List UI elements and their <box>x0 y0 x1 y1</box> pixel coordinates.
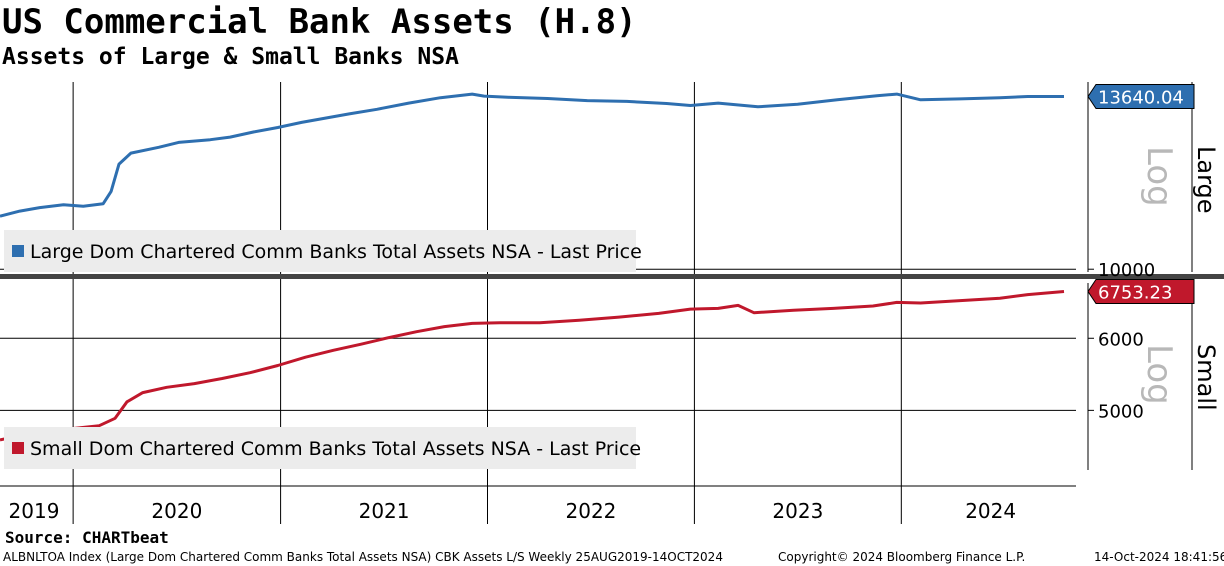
series-line-small <box>0 290 1065 442</box>
y-tick-label: 10000 <box>1098 260 1155 281</box>
x-tick-label: 2020 <box>151 499 202 523</box>
footer-index-description: ALBNLTOA Index (Large Dom Chartered Comm… <box>3 550 723 564</box>
price-tag-label: 13640.04 <box>1098 87 1184 108</box>
legend-label: Large Dom Chartered Comm Banks Total Ass… <box>30 241 642 263</box>
x-tick-label: 2024 <box>965 499 1016 523</box>
footer-timestamp: 14-Oct-2024 18:41:56 <box>1094 550 1224 564</box>
y-tick-label: 6000 <box>1098 329 1144 350</box>
legend-large: Large Dom Chartered Comm Banks Total Ass… <box>4 230 642 272</box>
legend-small: Small Dom Chartered Comm Banks Total Ass… <box>4 427 641 469</box>
panel-label-small: Small <box>1192 344 1220 411</box>
source-note: Source: CHARTbeat <box>5 528 169 547</box>
legend-swatch <box>12 245 24 257</box>
x-tick-label: 2019 <box>9 499 60 523</box>
chart-subtitle: Assets of Large & Small Banks NSA <box>2 44 459 70</box>
x-tick-label: 2022 <box>566 499 617 523</box>
last-price-tag-large: 13640.04 <box>1087 83 1195 109</box>
legend-swatch <box>12 442 24 454</box>
legend-bg <box>4 427 636 469</box>
legend-label: Small Dom Chartered Comm Banks Total Ass… <box>30 438 641 460</box>
price-tag-label: 6753.23 <box>1098 283 1172 304</box>
price-tag-bg <box>1087 279 1195 305</box>
chart-title: US Commercial Bank Assets (H.8) <box>2 2 637 42</box>
x-tick-label: 2021 <box>359 499 410 523</box>
x-tick-label: 2023 <box>772 499 823 523</box>
series-line-large <box>0 92 1064 218</box>
log-scale-label-top: Log <box>1139 146 1179 207</box>
panel-separator <box>0 274 1224 279</box>
legend-bg <box>4 230 636 272</box>
log-scale-label-bottom: Log <box>1139 344 1179 405</box>
y-tick-label: 5000 <box>1098 401 1144 422</box>
panel-label-large: Large <box>1192 146 1220 214</box>
footer-copyright: Copyright© 2024 Bloomberg Finance L.P. <box>778 550 1026 564</box>
last-price-tag-small: 6753.23 <box>1087 279 1195 305</box>
price-tag-bg <box>1087 83 1195 109</box>
